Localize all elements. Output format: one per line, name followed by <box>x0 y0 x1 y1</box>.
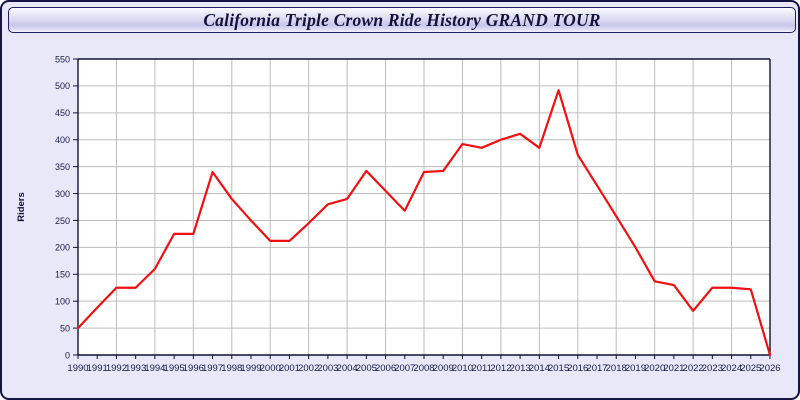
svg-text:150: 150 <box>55 270 70 280</box>
svg-text:2001: 2001 <box>279 363 300 374</box>
svg-text:550: 550 <box>55 54 70 64</box>
svg-text:2026: 2026 <box>759 363 780 374</box>
svg-text:2016: 2016 <box>567 363 588 374</box>
svg-text:2006: 2006 <box>375 363 396 374</box>
svg-text:2023: 2023 <box>702 363 723 374</box>
svg-text:1991: 1991 <box>87 363 108 374</box>
svg-text:200: 200 <box>55 243 70 253</box>
svg-text:100: 100 <box>55 296 70 306</box>
svg-text:2015: 2015 <box>548 363 569 374</box>
x-axis-tick-labels: 1990199119921993199419951996199719981999… <box>67 363 780 374</box>
svg-text:1992: 1992 <box>106 363 127 374</box>
svg-text:2003: 2003 <box>317 363 338 374</box>
svg-text:2010: 2010 <box>452 363 473 374</box>
svg-text:1995: 1995 <box>164 363 185 374</box>
svg-text:2021: 2021 <box>663 363 684 374</box>
y-axis-tick-labels: 0 50 100 150 200 250 300 350 400 450 500 550 <box>55 54 70 360</box>
svg-text:2002: 2002 <box>298 363 319 374</box>
svg-text:2011: 2011 <box>471 363 491 374</box>
svg-text:2017: 2017 <box>586 363 607 374</box>
svg-text:2024: 2024 <box>721 363 742 374</box>
svg-text:350: 350 <box>55 162 70 172</box>
svg-text:450: 450 <box>55 108 70 118</box>
svg-text:500: 500 <box>55 81 70 91</box>
svg-text:2013: 2013 <box>510 363 531 374</box>
svg-text:2018: 2018 <box>606 363 627 374</box>
chart-canvas: 0 50 100 150 200 250 300 350 400 450 500 550 1990 19… <box>2 36 798 398</box>
svg-text:400: 400 <box>55 135 70 145</box>
svg-text:2005: 2005 <box>356 363 377 374</box>
svg-text:1997: 1997 <box>202 363 223 374</box>
svg-text:2012: 2012 <box>490 363 511 374</box>
svg-text:1996: 1996 <box>183 363 204 374</box>
svg-text:2000: 2000 <box>260 363 281 374</box>
page-title: California Triple Crown Ride History GRA… <box>203 9 601 30</box>
svg-text:1999: 1999 <box>240 363 261 374</box>
svg-text:50: 50 <box>60 323 70 333</box>
svg-text:2019: 2019 <box>625 363 646 374</box>
svg-text:300: 300 <box>55 189 70 199</box>
svg-text:2009: 2009 <box>433 363 454 374</box>
svg-text:1990: 1990 <box>67 363 88 374</box>
chart-gridlines <box>78 58 771 355</box>
svg-text:1993: 1993 <box>125 363 146 374</box>
svg-text:2022: 2022 <box>683 363 704 374</box>
svg-text:2020: 2020 <box>644 363 665 374</box>
window-titlebar: California Triple Crown Ride History GRA… <box>8 7 796 33</box>
svg-text:2014: 2014 <box>529 363 550 374</box>
svg-text:2025: 2025 <box>740 363 761 374</box>
svg-text:2004: 2004 <box>337 363 358 374</box>
svg-text:2008: 2008 <box>413 363 434 374</box>
svg-text:1998: 1998 <box>221 363 242 374</box>
svg-text:250: 250 <box>55 216 70 226</box>
chart-axes <box>73 58 771 359</box>
svg-text:2007: 2007 <box>394 363 415 374</box>
svg-text:0: 0 <box>65 350 70 360</box>
svg-text:1994: 1994 <box>144 363 165 374</box>
y-axis-title: Riders <box>16 192 27 222</box>
data-series-riders <box>76 89 772 357</box>
